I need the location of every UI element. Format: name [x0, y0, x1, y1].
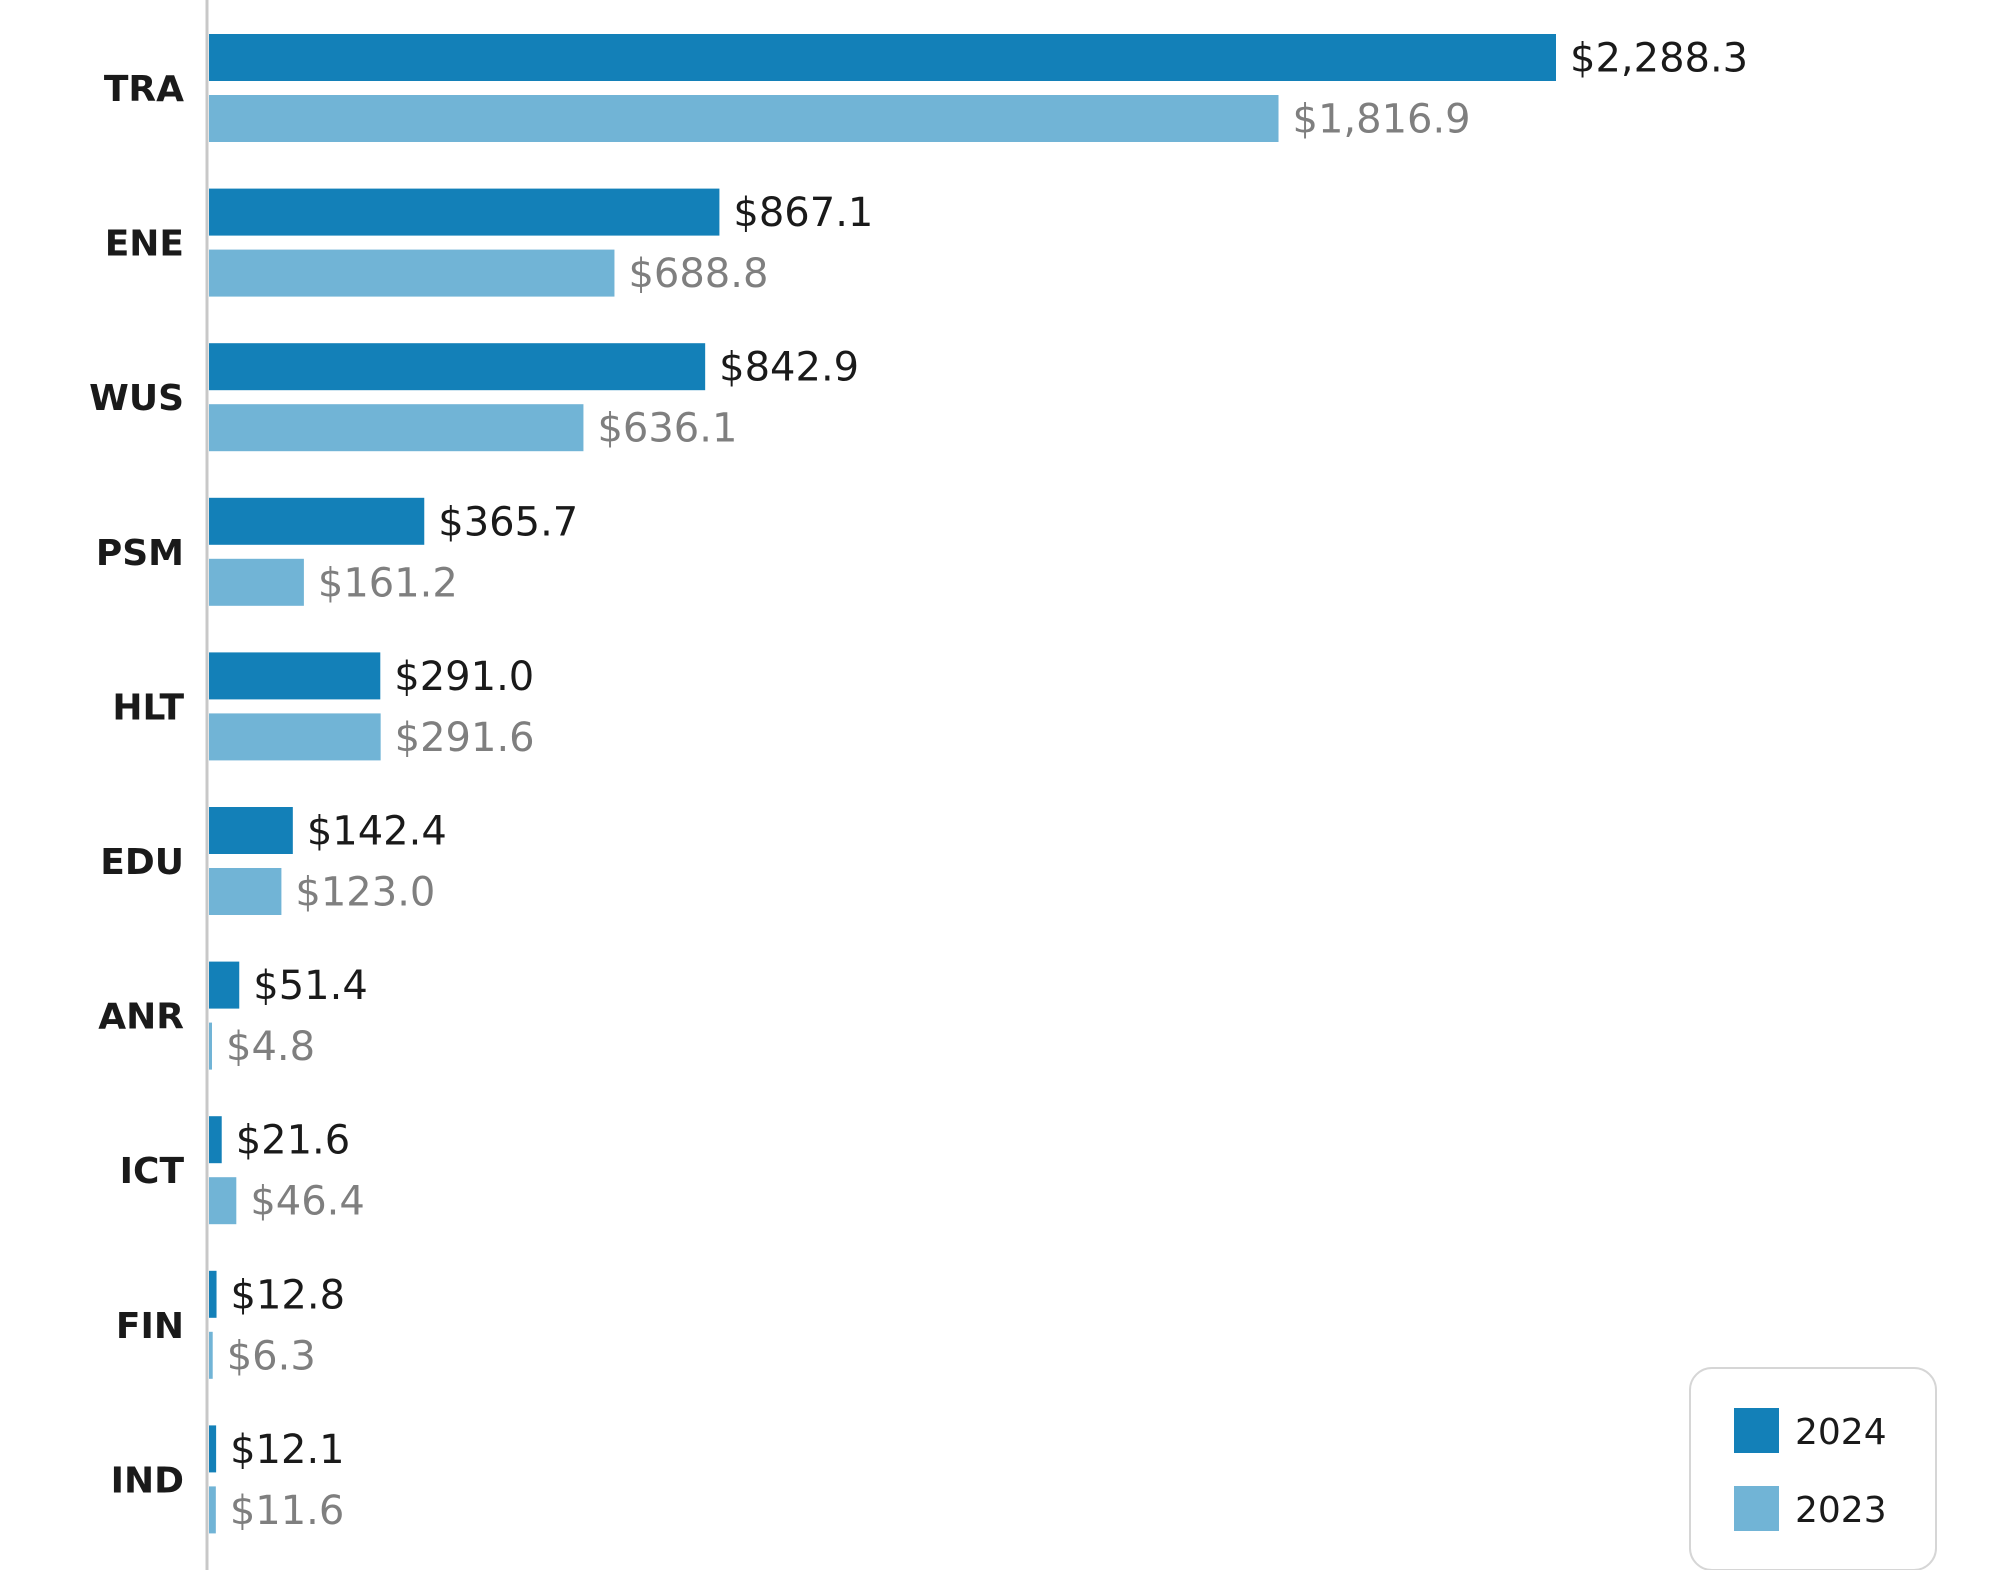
bar-2023-anr [209, 1022, 212, 1070]
value-label-2023-hlt: $291.6 [395, 715, 535, 761]
category-label-anr: ANR [98, 997, 184, 1038]
value-label-2024-wus: $842.9 [719, 345, 859, 391]
bar-2023-ind [209, 1486, 216, 1534]
value-label-2023-fin: $6.3 [227, 1333, 316, 1379]
value-labels: $2,288.3 $1,816.9 $867.1 $688.8 $842.9 $636.1… [226, 36, 1748, 1534]
category-label-fin: FIN [116, 1306, 184, 1347]
category-label-psm: PSM [96, 533, 184, 574]
value-label-2024-tra: $2,288.3 [1570, 36, 1748, 82]
legend-label-2023: 2023 [1795, 1490, 1887, 1531]
bar-2023-edu [209, 868, 282, 915]
value-label-2024-hlt: $291.0 [394, 654, 534, 700]
bar-2024-hlt [209, 652, 381, 700]
legend-label-2024: 2024 [1795, 1412, 1887, 1453]
value-label-2023-ene: $688.8 [628, 251, 768, 297]
bar-2024-edu [209, 807, 293, 854]
bars [209, 34, 1556, 1534]
bar-2023-ene [209, 249, 615, 297]
bar-2024-psm [209, 497, 425, 545]
bar-2023-ict [209, 1177, 237, 1225]
value-label-2024-psm: $365.7 [438, 499, 578, 545]
bar-2023-hlt [209, 713, 381, 761]
bar-2024-anr [209, 961, 240, 1009]
value-label-2024-ene: $867.1 [733, 190, 873, 236]
category-label-ict: ICT [120, 1151, 185, 1192]
category-label-tra: TRA [104, 69, 184, 110]
value-label-2023-tra: $1,816.9 [1293, 97, 1471, 143]
category-label-edu: EDU [100, 842, 184, 883]
bar-2023-psm [209, 558, 304, 606]
legend-swatch-2024 [1734, 1408, 1779, 1453]
bar-2024-fin [209, 1270, 217, 1318]
category-label-ene: ENE [105, 224, 184, 265]
value-label-2024-edu: $142.4 [307, 809, 447, 855]
value-label-2023-ict: $46.4 [250, 1179, 365, 1225]
legend-swatch-2023 [1734, 1486, 1779, 1531]
bar-2024-tra [209, 34, 1556, 81]
category-label-hlt: HLT [112, 687, 184, 728]
value-label-2023-edu: $123.0 [295, 870, 435, 916]
value-label-2023-psm: $161.2 [318, 560, 458, 606]
legend-box [1689, 1367, 1937, 1570]
bar-2024-ind [209, 1425, 217, 1473]
bar-2023-tra [209, 95, 1279, 142]
category-labels: TRA ENE WUS PSM HLT EDU ANR ICT FIN IND [89, 69, 184, 1501]
bar-2024-ict [209, 1116, 222, 1164]
bar-2024-ene [209, 188, 720, 236]
value-label-2023-ind: $11.6 [230, 1488, 345, 1534]
bar-2024-wus [209, 343, 706, 391]
bar-2023-fin [209, 1331, 213, 1379]
value-label-2024-ict: $21.6 [236, 1118, 351, 1164]
value-label-2024-ind: $12.1 [230, 1427, 345, 1473]
value-label-2024-fin: $12.8 [231, 1272, 346, 1318]
value-label-2023-anr: $4.8 [226, 1024, 315, 1070]
bar-2023-wus [209, 404, 584, 452]
legend: 2024 2023 [1689, 1367, 1937, 1570]
category-label-ind: IND [111, 1460, 184, 1501]
value-label-2024-anr: $51.4 [253, 963, 368, 1009]
value-label-2023-wus: $636.1 [597, 406, 737, 452]
category-label-wus: WUS [89, 378, 184, 419]
